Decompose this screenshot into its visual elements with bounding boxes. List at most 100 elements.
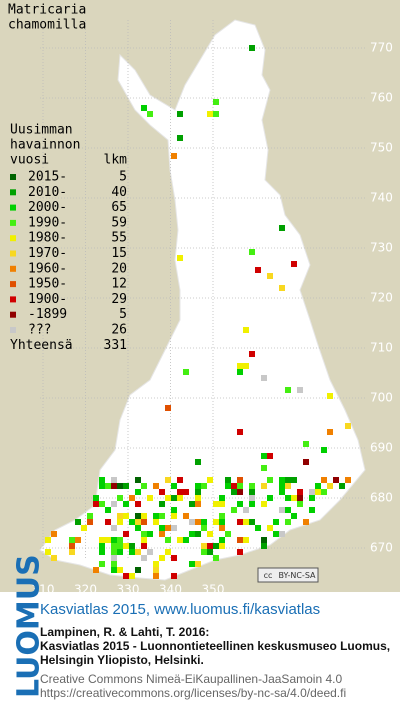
observation-square — [159, 513, 165, 519]
observation-square — [345, 423, 351, 429]
y-tick-label: 670 — [370, 541, 393, 555]
observation-square — [171, 513, 177, 519]
observation-square — [111, 543, 117, 549]
observation-square — [171, 495, 177, 501]
observation-square — [117, 543, 123, 549]
observation-square — [177, 537, 183, 543]
legend-swatch — [10, 189, 16, 196]
observation-squares — [45, 45, 351, 579]
observation-square — [195, 561, 201, 567]
observation-square — [123, 483, 129, 489]
citation-line: Kasviatlas 2015 - Luonnontieteellinen ke… — [40, 639, 390, 653]
observation-square — [177, 111, 183, 117]
observation-square — [303, 441, 309, 447]
observation-square — [279, 507, 285, 513]
observation-square — [327, 483, 333, 489]
license-url[interactable]: https://creativecommons.org/licenses/by-… — [40, 686, 346, 700]
y-tick-label: 720 — [370, 291, 393, 305]
observation-square — [339, 483, 345, 489]
observation-square — [261, 453, 267, 459]
observation-square — [99, 543, 105, 549]
observation-square — [201, 549, 207, 555]
observation-square — [141, 537, 147, 543]
badge-terms: BY-NC-SA — [278, 571, 316, 580]
observation-square — [195, 501, 201, 507]
y-tick-label: 710 — [370, 341, 393, 355]
legend-swatch — [10, 327, 16, 333]
observation-square — [201, 543, 207, 549]
site-link[interactable]: Kasviatlas 2015, www.luomus.fi/kasviatla… — [40, 601, 320, 618]
legend-count: 5 — [119, 307, 127, 322]
legend-swatch — [10, 174, 16, 180]
observation-square — [93, 501, 99, 507]
observation-square — [111, 477, 117, 483]
legend-heading: havainnon — [10, 138, 80, 153]
legend-swatch — [10, 281, 16, 288]
observation-square — [117, 549, 123, 555]
observation-square — [291, 261, 297, 267]
legend-total: 331 — [104, 338, 127, 353]
observation-square — [177, 135, 183, 141]
legend-swatch — [10, 235, 16, 242]
observation-square — [261, 537, 267, 543]
observation-square — [111, 555, 117, 561]
observation-square — [141, 105, 147, 111]
observation-square — [345, 477, 351, 483]
observation-square — [279, 483, 285, 489]
observation-square — [177, 495, 183, 501]
observation-square — [207, 531, 213, 537]
observation-square — [51, 531, 57, 537]
observation-square — [285, 495, 291, 501]
observation-square — [81, 525, 87, 531]
observation-square — [195, 459, 201, 465]
citation-line: Helsingin Yliopisto, Helsinki. — [40, 653, 204, 667]
observation-square — [309, 489, 315, 495]
observation-square — [207, 543, 213, 549]
observation-square — [267, 453, 273, 459]
footer-background — [0, 592, 400, 702]
observation-square — [159, 501, 165, 507]
observation-square — [183, 513, 189, 519]
observation-square — [249, 489, 255, 495]
y-tick-label: 770 — [370, 41, 393, 55]
observation-square — [87, 519, 93, 525]
species-name: chamomilla — [8, 18, 86, 33]
observation-square — [273, 519, 279, 525]
observation-square — [201, 525, 207, 531]
observation-square — [195, 531, 201, 537]
observation-square — [105, 483, 111, 489]
observation-square — [99, 537, 105, 543]
observation-square — [135, 513, 141, 519]
observation-square — [153, 483, 159, 489]
observation-square — [117, 483, 123, 489]
legend-count: 5 — [119, 170, 127, 185]
observation-square — [93, 567, 99, 573]
observation-square — [207, 111, 213, 117]
legend-label: 2010- — [28, 185, 67, 200]
license-line: Creative Commons Nimeä-EiKaupallinen-Jaa… — [40, 672, 342, 686]
legend-label: 2015- — [28, 170, 67, 185]
observation-square — [219, 519, 225, 525]
observation-square — [249, 483, 255, 489]
observation-square — [69, 537, 75, 543]
observation-square — [285, 483, 291, 489]
observation-square — [183, 489, 189, 495]
observation-square — [165, 405, 171, 411]
observation-square — [135, 519, 141, 525]
observation-square — [141, 513, 147, 519]
observation-square — [249, 519, 255, 525]
observation-square — [183, 537, 189, 543]
observation-square — [285, 477, 291, 483]
observation-square — [75, 519, 81, 525]
observation-square — [231, 483, 237, 489]
observation-square — [153, 561, 159, 567]
observation-square — [165, 537, 171, 543]
observation-square — [237, 483, 243, 489]
observation-square — [285, 519, 291, 525]
observation-square — [45, 549, 51, 555]
legend-count: 40 — [111, 185, 127, 200]
observation-square — [117, 519, 123, 525]
legend-swatch — [10, 265, 16, 272]
